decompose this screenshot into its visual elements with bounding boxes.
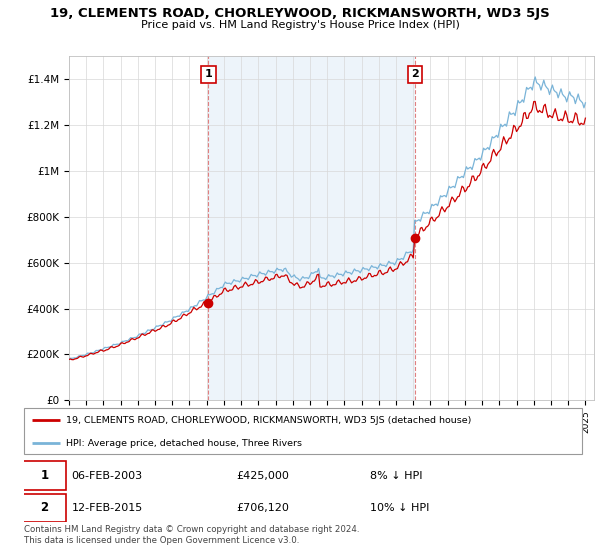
Text: Price paid vs. HM Land Registry's House Price Index (HPI): Price paid vs. HM Land Registry's House … <box>140 20 460 30</box>
Text: 2: 2 <box>411 69 419 80</box>
Text: 19, CLEMENTS ROAD, CHORLEYWOOD, RICKMANSWORTH, WD3 5JS (detached house): 19, CLEMENTS ROAD, CHORLEYWOOD, RICKMANS… <box>66 416 471 424</box>
Text: £706,120: £706,120 <box>236 503 289 513</box>
Text: 2: 2 <box>41 501 49 514</box>
Text: 19, CLEMENTS ROAD, CHORLEYWOOD, RICKMANSWORTH, WD3 5JS: 19, CLEMENTS ROAD, CHORLEYWOOD, RICKMANS… <box>50 7 550 20</box>
Text: 8% ↓ HPI: 8% ↓ HPI <box>370 470 422 480</box>
Text: 1: 1 <box>205 69 212 80</box>
Bar <box>208 56 415 400</box>
Text: 1: 1 <box>41 469 49 482</box>
Text: £425,000: £425,000 <box>236 470 289 480</box>
FancyBboxPatch shape <box>23 461 67 489</box>
Text: 06-FEB-2003: 06-FEB-2003 <box>71 470 143 480</box>
Text: HPI: Average price, detached house, Three Rivers: HPI: Average price, detached house, Thre… <box>66 439 302 448</box>
Text: 10% ↓ HPI: 10% ↓ HPI <box>370 503 430 513</box>
FancyBboxPatch shape <box>24 408 582 454</box>
Text: Contains HM Land Registry data © Crown copyright and database right 2024.
This d: Contains HM Land Registry data © Crown c… <box>24 525 359 545</box>
FancyBboxPatch shape <box>23 493 67 522</box>
Text: 12-FEB-2015: 12-FEB-2015 <box>71 503 143 513</box>
